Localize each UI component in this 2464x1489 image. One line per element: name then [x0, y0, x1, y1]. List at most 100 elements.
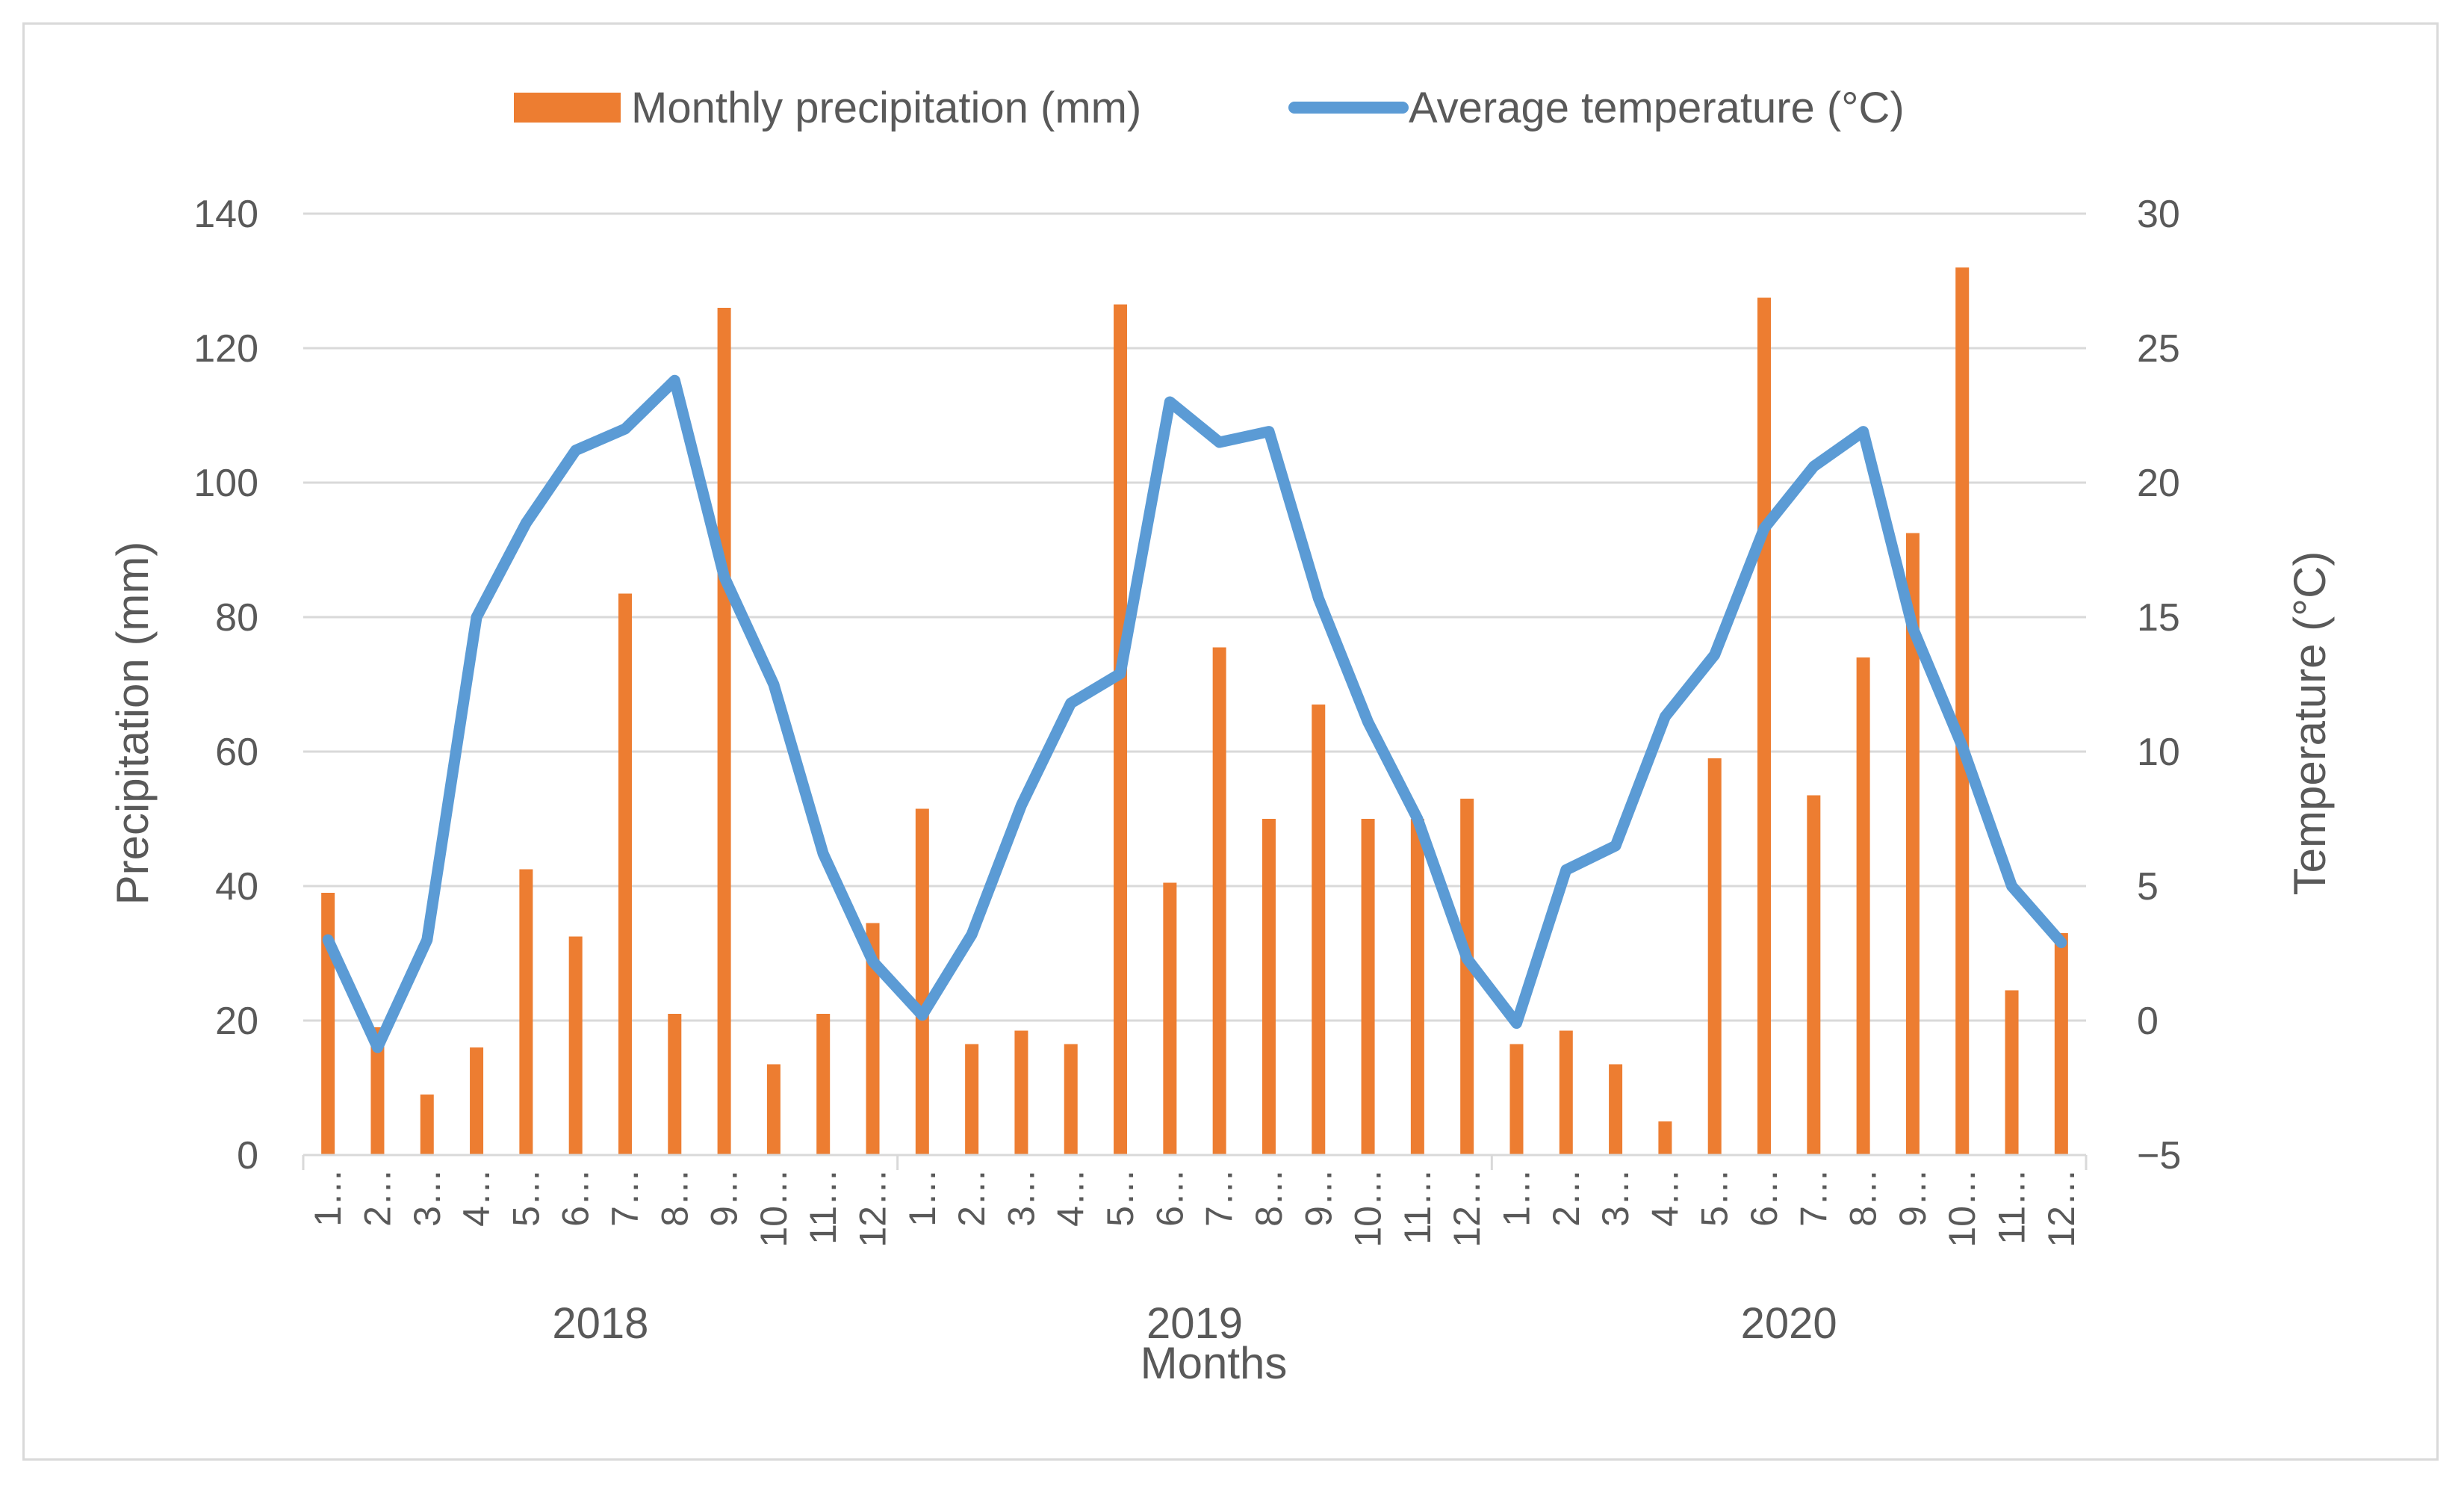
precipitation-bar: [965, 1044, 979, 1155]
month-tick-label: 3…: [1595, 1168, 1636, 1227]
y-tick-label: 20: [215, 1000, 258, 1043]
month-tick-label: 10…: [753, 1168, 795, 1248]
precipitation-bar: [915, 808, 929, 1155]
precipitation-bar: [1707, 758, 1722, 1155]
month-tick-label: 12…: [2041, 1168, 2082, 1248]
month-tick-label: 10…: [1347, 1168, 1389, 1248]
y2-tick-label: 20: [2137, 462, 2180, 505]
month-tick-label: 4…: [1050, 1168, 1092, 1227]
precipitation-bar: [618, 593, 632, 1155]
precipitation-bar: [1163, 882, 1177, 1155]
precipitation-bar: [2005, 990, 2019, 1155]
y-tick-label: 140: [193, 193, 258, 236]
precipitation-bars: [321, 267, 2068, 1155]
year-tick-label: 2020: [1741, 1299, 1837, 1348]
y2-tick-label: 15: [2137, 596, 2180, 640]
month-tick-label: 11…: [1991, 1168, 2033, 1245]
precipitation-bar: [1014, 1030, 1028, 1155]
precipitation-bar: [1955, 267, 1970, 1155]
y2-tick-label: 25: [2137, 327, 2180, 371]
month-tick-label: 11…: [802, 1168, 844, 1245]
y2-tick-label: 10: [2137, 731, 2180, 774]
precipitation-bar: [717, 308, 731, 1155]
month-tick-label: 9…: [704, 1168, 745, 1227]
month-tick-label: 9…: [1297, 1168, 1339, 1227]
precipitation-bar: [1262, 819, 1276, 1155]
y-tick-label: 60: [215, 731, 258, 774]
precipitation-bar: [568, 936, 583, 1155]
y-tick-label: 80: [215, 596, 258, 640]
y-tick-label: 40: [215, 865, 258, 908]
month-tick-label: 7…: [604, 1168, 646, 1227]
month-tick-label: 3…: [1000, 1168, 1042, 1227]
y2-axis-title: Temperature (°C): [2285, 551, 2335, 896]
legend-label-temperature: Average temperature (°C): [1409, 84, 1905, 132]
precipitation-bar: [1460, 799, 1474, 1155]
month-tick-label: 2…: [1545, 1168, 1587, 1227]
precipitation-bar: [766, 1064, 781, 1155]
year-tick-label: 2018: [552, 1299, 648, 1348]
y-axis-title: Precipitation (mm): [108, 542, 158, 906]
temperature-line-layer: [322, 374, 2067, 1053]
month-tick-label: 2…: [951, 1168, 993, 1227]
precipitation-bar: [816, 1014, 831, 1155]
year-tick-label: 2019: [1146, 1299, 1243, 1348]
month-tick-label: 6…: [555, 1168, 597, 1227]
chart-frame: 0 20 40 60 80 100 120 140 −5 0 5 10 15 20 25 30 1… 2… 3… 4……: [22, 22, 2439, 1461]
precipitation-bar: [668, 1014, 682, 1155]
month-tick-label: 4…: [456, 1168, 497, 1227]
precipitation-bar: [1609, 1064, 1623, 1155]
precipitation-bar: [2054, 933, 2068, 1155]
precipitation-bar: [370, 1027, 385, 1155]
precipitation-bar: [1114, 304, 1128, 1155]
y-tick-label: 100: [193, 462, 258, 505]
precipitation-bar: [1361, 819, 1375, 1155]
y2-tick-label: 5: [2137, 865, 2159, 908]
precipitation-bar: [1509, 1044, 1524, 1155]
precipitation-bar: [1757, 297, 1772, 1155]
month-tick-label: 11…: [1397, 1168, 1439, 1245]
month-tick-label: 7…: [1793, 1168, 1834, 1227]
month-tick-label: 2…: [357, 1168, 399, 1227]
month-tick-label: 8…: [1843, 1168, 1884, 1227]
month-tick-label: 5…: [505, 1168, 547, 1227]
precipitation-bar: [1905, 533, 1920, 1155]
month-tick-label: 7…: [1199, 1168, 1241, 1227]
month-tick-label: 10…: [1941, 1168, 1983, 1248]
precipitation-bar: [1410, 819, 1424, 1155]
y2-tick-label: 30: [2137, 193, 2180, 236]
temperature-line: [322, 374, 2067, 1053]
month-tick-label: 5…: [1099, 1168, 1141, 1227]
month-tick-label: 1…: [307, 1168, 349, 1227]
month-tick-label: 8…: [1248, 1168, 1290, 1227]
month-tick-label: 3…: [406, 1168, 448, 1227]
y-tick-label: 0: [237, 1134, 258, 1177]
legend-swatch-precipitation: [514, 93, 621, 123]
precipitation-bar: [1064, 1044, 1078, 1155]
y2-tick-label: −5: [2137, 1134, 2181, 1177]
month-tick-label: 8…: [654, 1168, 695, 1227]
y-tick-label: 120: [193, 327, 258, 371]
precipitation-bar: [1807, 795, 1821, 1155]
x-axis-title: Months: [1141, 1338, 1288, 1388]
y2-tick-label: 0: [2137, 1000, 2159, 1043]
month-tick-label: 1…: [901, 1168, 943, 1227]
gridlines: [303, 212, 2086, 1157]
precipitation-bar: [1212, 647, 1226, 1155]
legend-label-precipitation: Monthly precipitation (mm): [631, 84, 1141, 132]
month-tick-label: 9…: [1892, 1168, 1934, 1227]
month-tick-label: 1…: [1496, 1168, 1538, 1227]
precipitation-bar: [1559, 1030, 1573, 1155]
month-tick-label: 6…: [1149, 1168, 1191, 1227]
legend: Monthly precipitation (mm) Average tempe…: [514, 84, 1905, 132]
precipitation-bar: [519, 869, 533, 1155]
month-tick-label: 12…: [1446, 1168, 1488, 1248]
precipitation-bar: [420, 1095, 434, 1155]
month-tick-label: 6…: [1743, 1168, 1785, 1227]
month-tick-label: 4…: [1644, 1168, 1686, 1227]
precipitation-bar: [321, 893, 335, 1155]
month-tick-label: 12…: [852, 1168, 894, 1248]
precipitation-bar: [470, 1047, 484, 1155]
